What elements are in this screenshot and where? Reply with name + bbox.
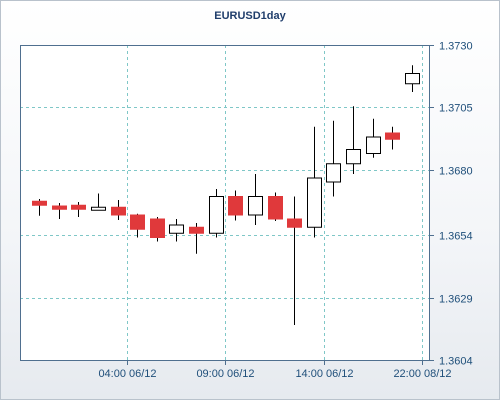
candle-bullish <box>91 206 106 211</box>
candle-bearish <box>32 200 47 206</box>
chart-title: EURUSD1day <box>214 10 286 22</box>
x-tick-label: 14:00 06/12 <box>295 368 353 380</box>
y-tick-label: 1.3604 <box>439 356 473 368</box>
candle-bullish <box>307 177 322 228</box>
candle-bullish <box>346 149 361 165</box>
candle-bearish <box>52 205 67 210</box>
candle-bearish <box>130 214 145 230</box>
candle-bullish <box>169 224 184 234</box>
candle-bullish <box>326 163 341 183</box>
y-tick-label: 1.3654 <box>439 231 473 243</box>
y-tick-label: 1.3680 <box>439 166 473 178</box>
candle-bearish <box>268 196 283 220</box>
x-tick-label: 09:00 06/12 <box>196 368 254 380</box>
candle-bullish <box>366 136 381 154</box>
y-tick-label: 1.3705 <box>439 103 473 115</box>
candle-bullish <box>405 73 420 85</box>
candle-bearish <box>287 218 302 228</box>
candle-bearish <box>228 196 243 216</box>
candle-bullish <box>209 196 224 234</box>
x-tick-label: 04:00 06/12 <box>98 368 156 380</box>
candle-bearish <box>71 204 86 210</box>
y-tick-label: 1.3629 <box>439 294 473 306</box>
y-tick-label: 1.3730 <box>439 41 473 53</box>
candle-bearish <box>150 218 165 238</box>
candle-bearish <box>385 132 400 140</box>
x-tick-label: 22:00 08/12 <box>393 368 451 380</box>
candle-bullish <box>248 196 263 216</box>
plot-area <box>20 45 429 360</box>
candle-bearish <box>111 206 126 216</box>
candle-bearish <box>189 226 204 234</box>
